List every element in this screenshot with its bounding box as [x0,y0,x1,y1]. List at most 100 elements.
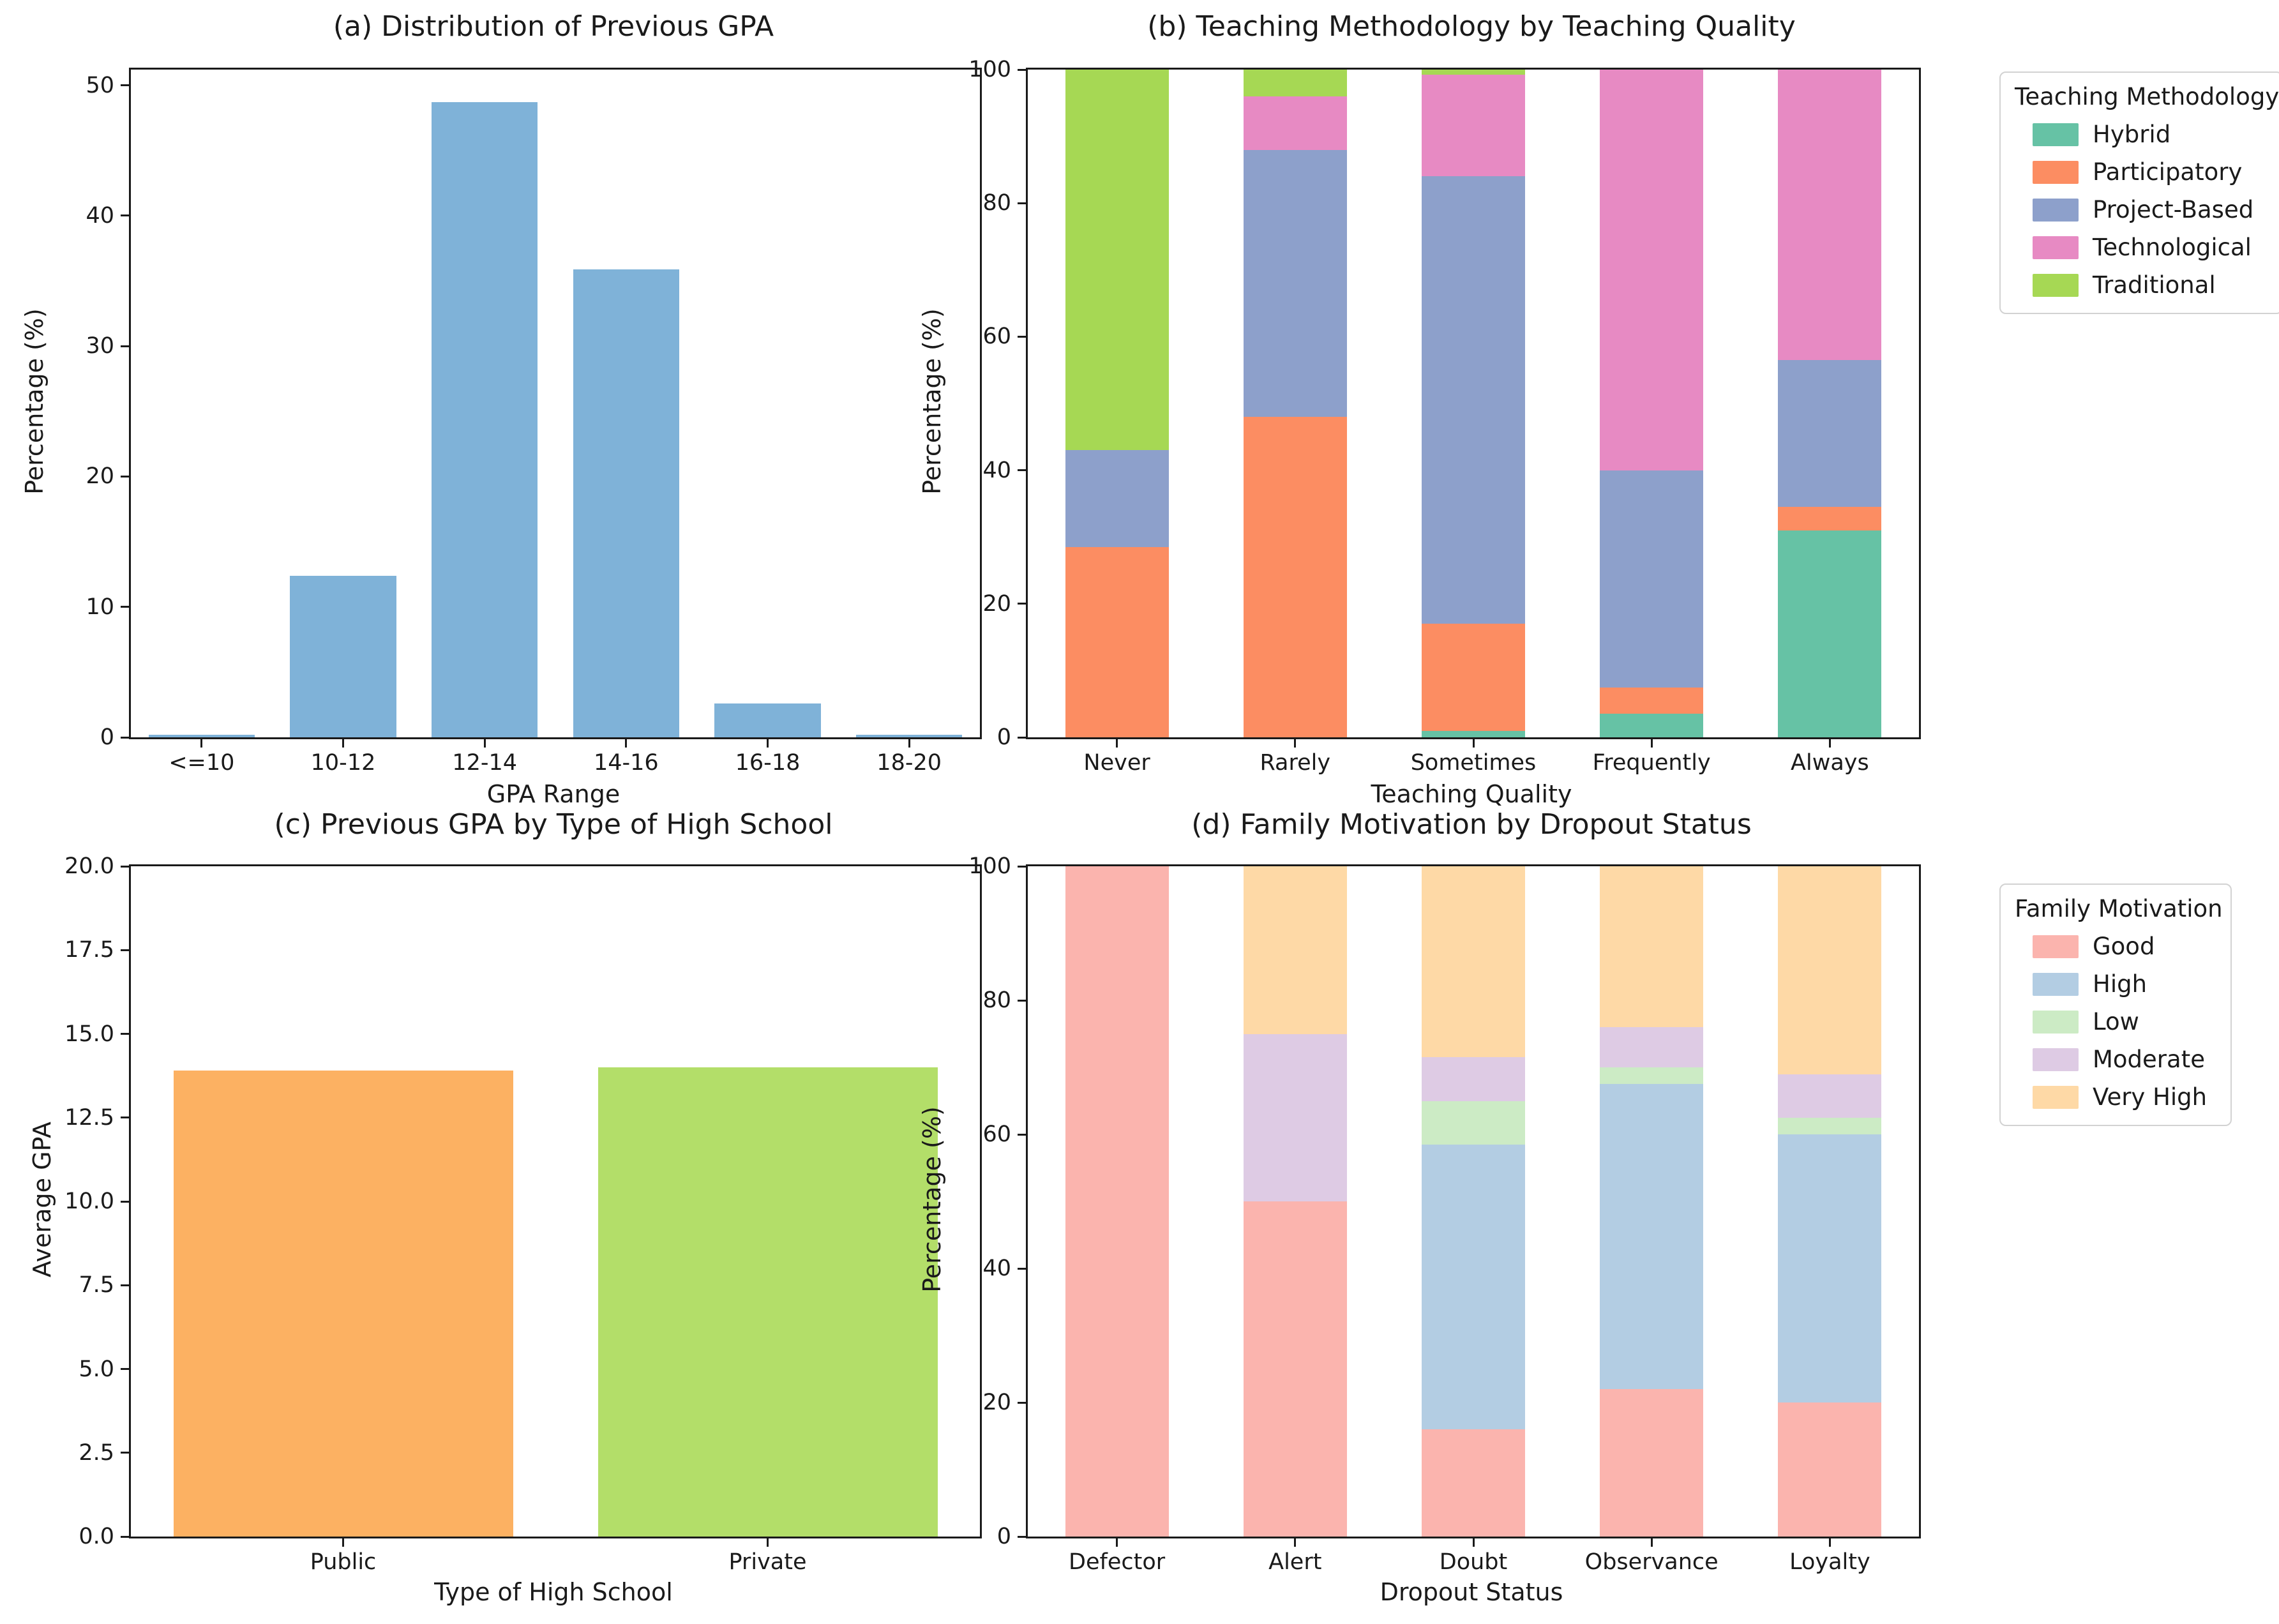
y-tick [121,949,129,951]
bar [714,703,821,737]
x-axis-label-d: Dropout Status [1380,1578,1563,1606]
bar [148,734,255,737]
bar-segment [1422,1101,1525,1145]
y-tick-label: 20.0 [64,853,114,879]
y-tick [121,1033,129,1035]
y-tick-label: 60 [982,1122,1011,1147]
legend-item-label: Low [2093,1008,2139,1035]
bar-segment [1065,546,1169,737]
x-tick [1650,1538,1653,1547]
y-tick [121,1200,129,1203]
x-tick [767,1538,769,1547]
x-tick-label: <=10 [169,750,235,776]
legend-item: Participatory [2015,158,2268,186]
y-tick [1018,1267,1026,1270]
bar-segment [1422,1057,1525,1101]
legend-swatch [2033,1085,2079,1109]
legend-item-label: Technological [2093,234,2252,261]
bar [598,1067,938,1537]
legend-swatch [2033,1048,2079,1071]
bar-segment [1422,866,1525,1058]
x-tick-label: Frequently [1592,750,1711,776]
y-tick [1018,865,1026,868]
y-axis-label-a: Percentage (%) [20,308,49,495]
x-tick [483,739,486,748]
bar [173,1071,513,1537]
y-tick [121,865,129,868]
legend-swatch [2033,198,2079,222]
x-tick [1116,739,1118,748]
plot-area-a: 0 10 20 30 40 50 <=10 10-12 12-14 14-16 16-18 18-20 [86,68,982,776]
y-tick-label: 100 [968,57,1011,82]
y-tick [1018,1535,1026,1538]
x-tick-label: Sometimes [1410,750,1537,776]
bar-segment [1600,470,1704,688]
bar-segment [1778,1117,1882,1134]
y-tick [1018,335,1026,338]
legend-swatch [2033,935,2079,958]
x-tick [908,739,910,748]
legend-swatch [2033,160,2079,184]
x-tick [200,739,203,748]
y-tick-label: 15.0 [64,1021,114,1047]
bar-segment [1600,866,1704,1027]
y-axis-label-d: Percentage (%) [918,1106,946,1293]
y-tick-label: 30 [86,333,114,359]
bar-segment [1778,866,1882,1074]
bar-segment [1778,70,1882,361]
legend-teaching-methodology: Teaching Methodology Hybrid Participatory… [1999,71,2279,314]
x-tick [1828,1538,1831,1547]
x-tick [1650,739,1653,748]
x-tick-label: Never [1083,750,1150,776]
y-tick-label: 80 [982,988,1011,1013]
x-tick [1828,739,1831,748]
x-tick-label: Public [310,1549,377,1575]
y-tick-label: 5.0 [79,1356,114,1382]
legend-item: Good [2015,933,2216,960]
legend-title: Family Motivation [2015,895,2223,922]
bar-segment [1778,1134,1882,1402]
x-tick-label: Private [728,1549,807,1575]
x-tick-label: Defector [1069,1549,1166,1575]
y-tick [121,1116,129,1119]
legend-item-label: Good [2093,933,2155,960]
bar-segment [1600,687,1704,714]
legend-item: Low [2015,1008,2216,1035]
y-tick [121,1368,129,1370]
legend-swatch [2033,123,2079,146]
y-tick-label: 0.0 [79,1524,114,1549]
y-tick [1018,68,1026,71]
legend-item: Hybrid [2015,121,2268,148]
x-tick [1294,739,1297,748]
legend-swatch [2033,972,2079,996]
y-tick [121,1452,129,1454]
x-tick-label: 18-20 [876,750,942,776]
x-tick-label: 14-16 [593,750,659,776]
y-tick-label: 20 [982,590,1011,617]
bar-segment [1422,70,1525,75]
bar-segment [1243,96,1347,150]
legend-item-label: Traditional [2093,271,2216,299]
y-tick-label: 0 [100,725,114,750]
y-tick-label: 20 [86,463,114,490]
bar-segment [1600,1027,1704,1067]
plot-area-c: 0.0 2.5 5.0 7.5 10.0 12.5 15.0 17.5 20.0 Public Pr… [64,853,982,1575]
bar-segment [1778,1074,1882,1118]
bar-segment [1065,70,1169,451]
y-tick [121,1535,129,1538]
legend-item: Technological [2015,234,2268,261]
y-tick-label: 0 [997,725,1011,750]
legend-item: Traditional [2015,271,2268,299]
y-tick-label: 40 [982,457,1011,483]
legend-swatch [2033,236,2079,259]
y-tick-label: 60 [982,324,1011,350]
x-tick-label: Rarely [1260,750,1331,776]
y-tick [121,1284,129,1286]
chart-title-d: (d) Family Motivation by Dropout Status [1191,808,1752,841]
y-tick-label: 50 [86,72,114,98]
y-tick-label: 40 [982,1256,1011,1281]
x-tick-label: Doubt [1439,1549,1508,1575]
legend-swatch [2033,273,2079,297]
x-tick [625,739,628,748]
